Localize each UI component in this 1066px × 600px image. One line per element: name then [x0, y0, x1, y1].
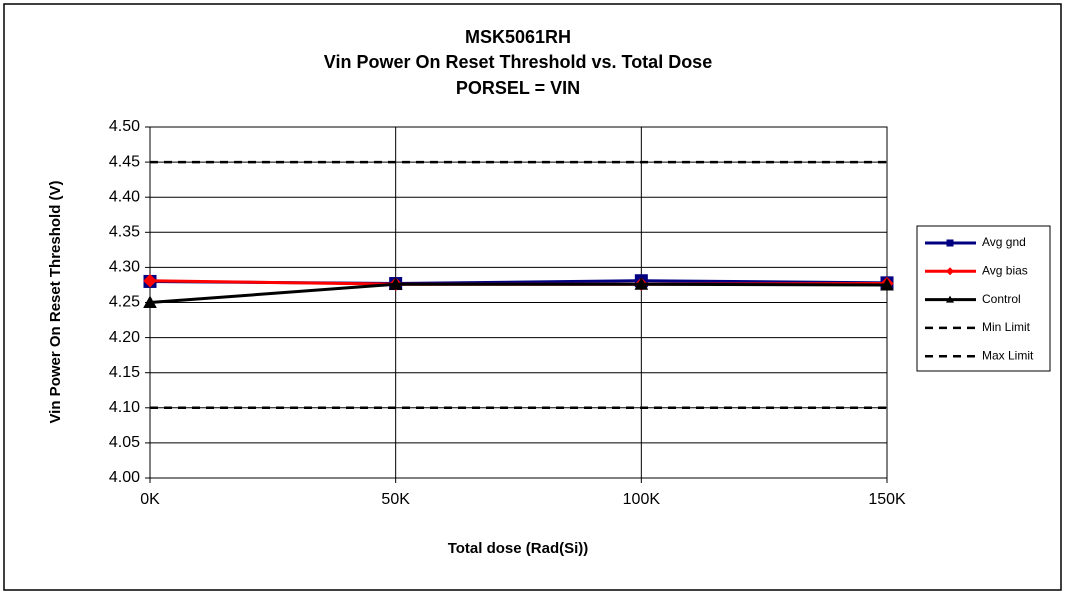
legend-label: Avg bias	[982, 263, 1028, 277]
series-line	[149, 282, 888, 304]
marker	[143, 274, 157, 288]
y-tick-label: 4.30	[109, 259, 140, 276]
legend-marker	[946, 267, 954, 276]
x-tick-label: 0K	[140, 491, 160, 508]
marker	[880, 277, 894, 291]
marker	[388, 277, 403, 290]
chart-title: PORSEL = VIN	[456, 78, 580, 98]
y-tick-label: 4.25	[109, 294, 140, 311]
x-tick-label: 150K	[868, 491, 906, 508]
y-tick-label: 4.50	[109, 118, 140, 135]
legend-label: Min Limit	[982, 320, 1031, 334]
y-tick-label: 4.20	[109, 329, 140, 346]
y-tick-label: 4.10	[109, 399, 140, 416]
legend-label: Max Limit	[982, 348, 1034, 362]
y-axis-label: Vin Power On Reset Threshold (V)	[47, 180, 64, 423]
chart-title: Vin Power On Reset Threshold vs. Total D…	[324, 52, 712, 72]
marker	[634, 277, 649, 290]
marker	[143, 295, 157, 308]
y-tick-label: 4.00	[109, 469, 140, 486]
chart-title: MSK5061RH	[465, 27, 571, 47]
legend-label: Avg gnd	[982, 235, 1026, 249]
y-tick-label: 4.15	[109, 364, 140, 381]
y-tick-label: 4.35	[109, 224, 140, 241]
legend-marker	[946, 239, 954, 247]
x-axis-label: Total dose (Rad(Si))	[448, 540, 589, 557]
x-tick-label: 100K	[623, 491, 661, 508]
legend-label: Control	[982, 292, 1021, 306]
y-tick-label: 4.45	[109, 153, 140, 170]
legend-marker	[946, 295, 954, 303]
x-tick-label: 50K	[381, 491, 410, 508]
y-tick-label: 4.05	[109, 434, 140, 451]
y-tick-label: 4.40	[109, 188, 140, 205]
